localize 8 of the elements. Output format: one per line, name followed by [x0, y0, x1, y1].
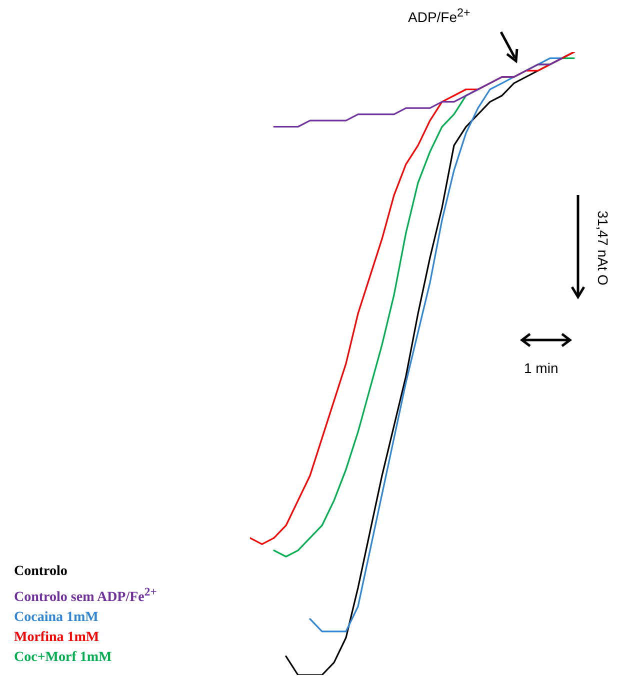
text: ADP/Fe$^{2+}$	[408, 6, 470, 25]
text: Controlo	[14, 564, 68, 579]
text: Morfina 1mM	[14, 630, 100, 645]
text: Coc+Morf 1mM	[14, 650, 112, 665]
text: Cocaina 1mM	[14, 610, 98, 625]
annotation: 1 min	[524, 360, 558, 376]
text: 31,47 nAt O	[595, 210, 611, 286]
text: Controlo sem ADP/Fe$^{2+}$	[14, 585, 157, 605]
